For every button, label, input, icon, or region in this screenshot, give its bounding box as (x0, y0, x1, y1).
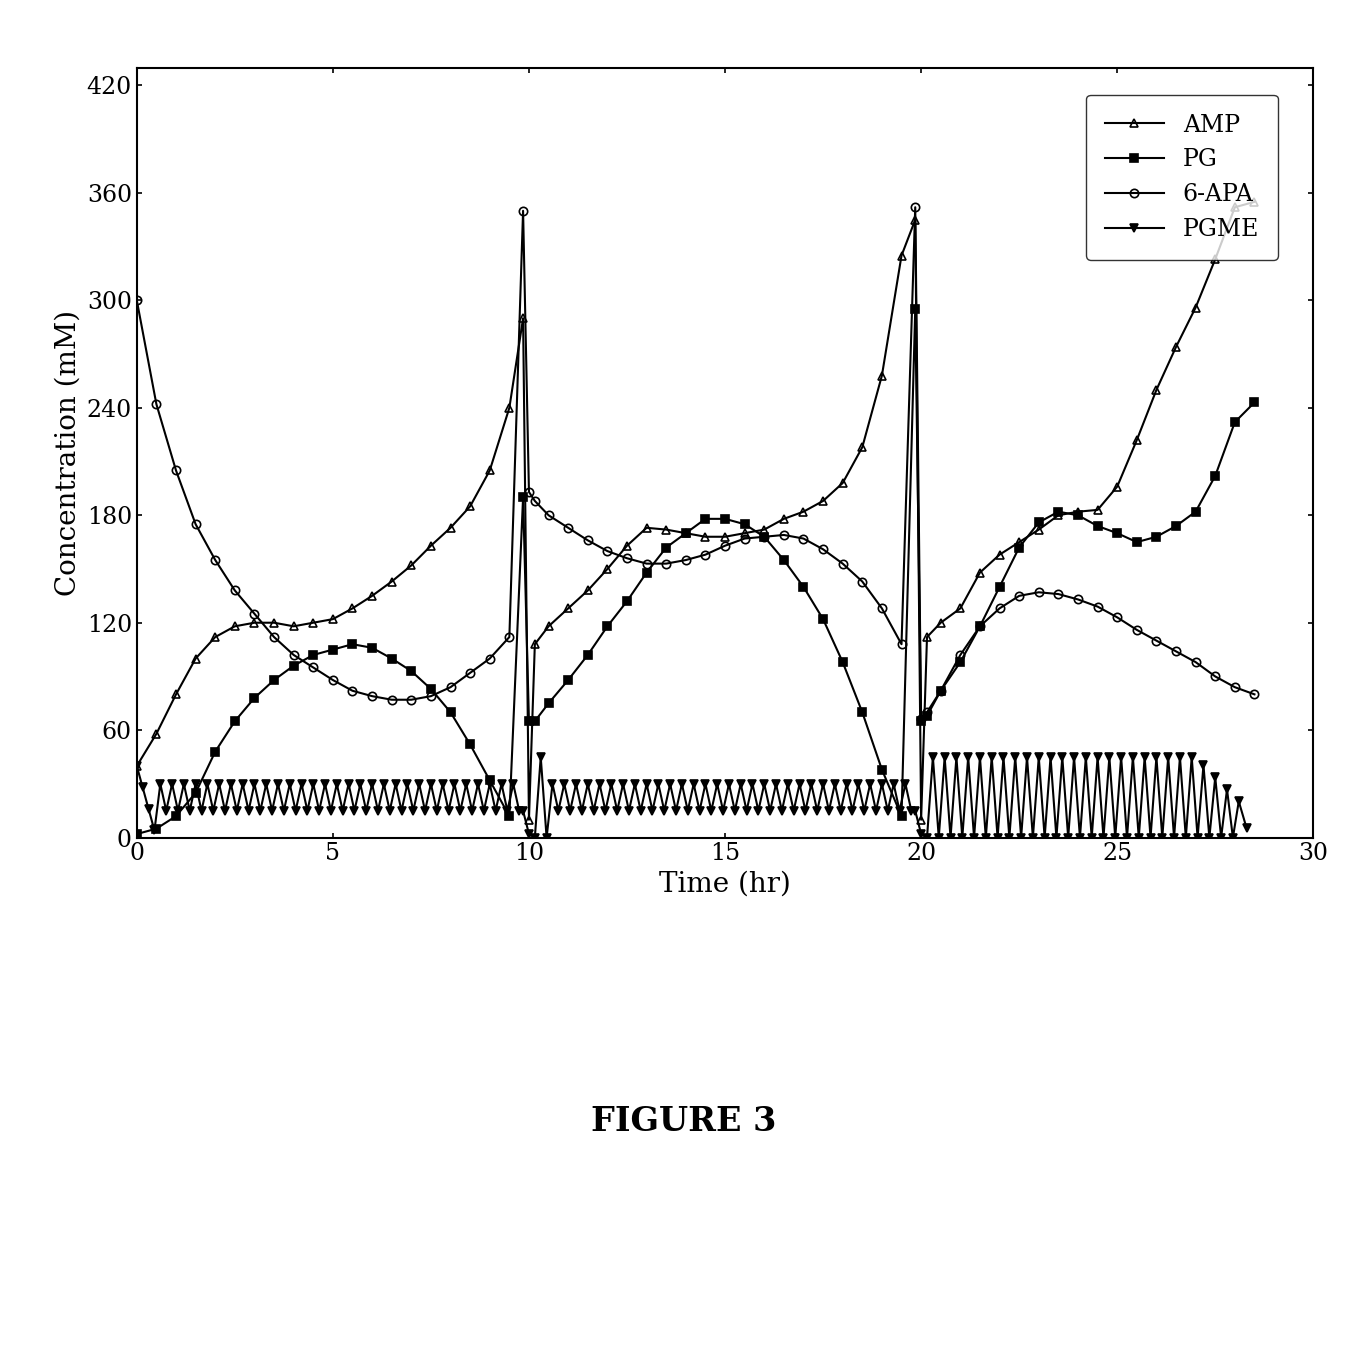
PGME (948, 748, 964, 765)
PGME (129, 758, 145, 774)
6-APA (1129, 621, 1145, 638)
6-APA (129, 292, 145, 308)
6-APA (907, 199, 923, 215)
PG (364, 639, 380, 655)
PG (442, 704, 458, 720)
PG (227, 713, 244, 730)
PGME (1238, 820, 1254, 836)
PG (815, 611, 832, 627)
PG (1246, 394, 1263, 411)
Text: FIGURE 3: FIGURE 3 (591, 1105, 777, 1138)
X-axis label: Time (hr): Time (hr) (659, 871, 791, 898)
AMP (834, 476, 851, 492)
6-APA (815, 542, 832, 558)
Line: PG: PG (133, 305, 1259, 838)
Y-axis label: Concentration (mM): Concentration (mM) (55, 309, 81, 596)
PG (1109, 526, 1126, 542)
PGME (446, 775, 462, 792)
AMP (129, 758, 145, 774)
AMP (364, 588, 380, 604)
PG (677, 526, 694, 542)
PGME (464, 802, 480, 819)
AMP (1109, 478, 1126, 494)
Line: 6-APA: 6-APA (133, 203, 1259, 724)
PGME (387, 775, 404, 792)
Line: PGME: PGME (133, 753, 1250, 842)
PGME (527, 830, 543, 846)
6-APA (442, 680, 458, 696)
Line: AMP: AMP (133, 197, 1259, 824)
PG (129, 825, 145, 842)
AMP (442, 520, 458, 536)
6-APA (1246, 686, 1263, 703)
Legend: AMP, PG, 6-APA, PGME: AMP, PG, 6-APA, PGME (1086, 95, 1278, 259)
PGME (691, 802, 707, 819)
6-APA (912, 712, 929, 728)
PG (907, 301, 923, 317)
6-APA (227, 582, 244, 598)
AMP (227, 619, 244, 635)
AMP (521, 812, 538, 828)
AMP (1246, 193, 1263, 209)
AMP (698, 528, 714, 544)
6-APA (364, 688, 380, 704)
PGME (246, 775, 263, 792)
6-APA (677, 553, 694, 569)
PGME (639, 775, 655, 792)
